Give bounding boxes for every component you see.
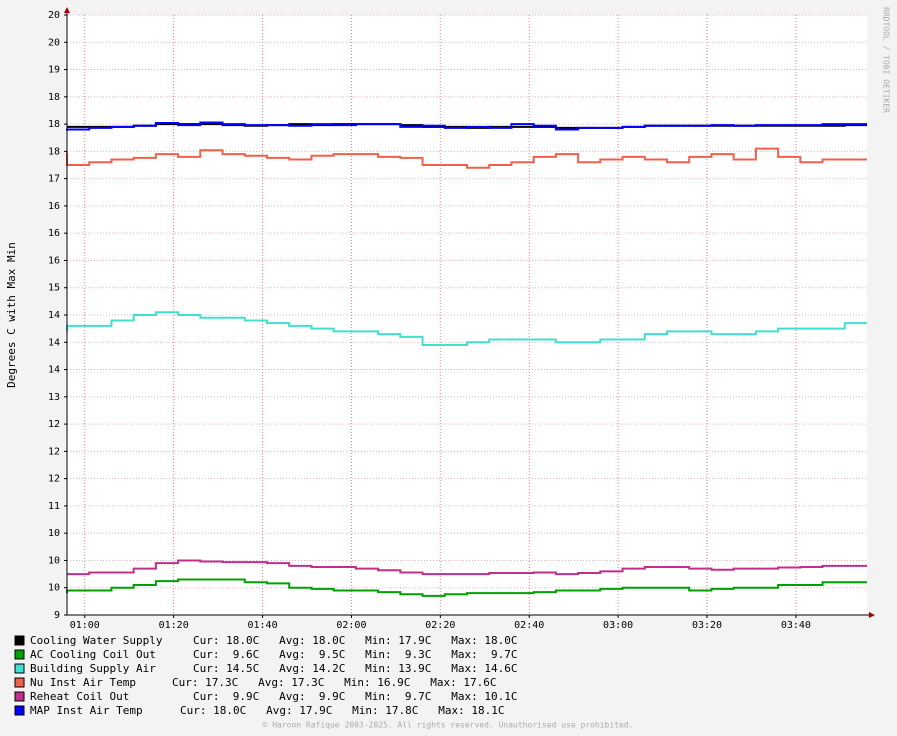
y-tick-label: 11 xyxy=(48,501,60,512)
x-tick-label: 01:20 xyxy=(159,620,189,631)
legend-label: AC Cooling Coil Out xyxy=(30,648,156,661)
legend-swatch xyxy=(14,677,25,688)
series-line xyxy=(66,121,867,131)
y-tick-label: 14 xyxy=(48,365,60,376)
x-tick-label: 03:20 xyxy=(692,620,722,631)
y-tick-label: 16 xyxy=(48,201,60,212)
legend-stats: Cur: 9.6C Avg: 9.5C Min: 9.3C Max: 9.7C xyxy=(193,648,518,661)
watermark: RRDTOOL / TOBI OETIKER xyxy=(882,7,891,113)
footer: © Haroon Rafique 2003-2025. All rights r… xyxy=(263,721,634,730)
legend-stats: Cur: 14.5C Avg: 14.2C Min: 13.9C Max: 14… xyxy=(193,662,518,675)
legend-stats: Cur: 18.0C Avg: 17.9C Min: 17.8C Max: 18… xyxy=(180,704,505,717)
legend-swatch xyxy=(14,635,25,646)
legend-stats: Cur: 9.9C Avg: 9.9C Min: 9.7C Max: 10.1C xyxy=(193,690,518,703)
grid xyxy=(67,14,867,616)
legend-stats: Cur: 17.3C Avg: 17.3C Min: 16.9C Max: 17… xyxy=(172,676,497,689)
y-tick-label: 12 xyxy=(48,446,60,457)
series-line xyxy=(66,311,867,346)
y-tick-label: 13 xyxy=(48,392,60,403)
series-line xyxy=(66,578,867,597)
x-tick-label: 02:20 xyxy=(425,620,455,631)
y-tick-label: 16 xyxy=(48,255,60,266)
axis-arrow xyxy=(869,612,875,618)
y-tick-label: 14 xyxy=(48,337,60,348)
legend-swatch xyxy=(14,705,25,716)
x-tick-label: 02:00 xyxy=(336,620,366,631)
lines xyxy=(66,121,867,597)
y-tick-label: 10 xyxy=(48,555,60,566)
y-tick-label: 18 xyxy=(48,119,60,130)
y-tick-label: 10 xyxy=(48,528,60,539)
legend-label: Building Supply Air xyxy=(30,662,156,675)
series-line xyxy=(66,147,867,169)
legend-swatch xyxy=(14,691,25,702)
legend-label: Cooling Water Supply xyxy=(30,634,163,647)
y-tick-label: 20 xyxy=(48,10,60,21)
y-tick-label: 20 xyxy=(48,37,60,48)
y-tick-label: 12 xyxy=(48,419,60,430)
y-tick-label: 10 xyxy=(48,583,60,594)
y-tick-label: 9 xyxy=(54,610,60,621)
x-tick-label: 01:40 xyxy=(248,620,278,631)
y-tick-label: 12 xyxy=(48,474,60,485)
series-line xyxy=(67,559,867,576)
legend-swatch xyxy=(14,663,25,674)
x-tick-label: 01:00 xyxy=(70,620,100,631)
y-tick-label: 16 xyxy=(48,228,60,239)
legend-label: MAP Inst Air Temp xyxy=(30,704,143,717)
y-tick-label: 17 xyxy=(48,174,60,185)
axis-arrow xyxy=(64,7,70,13)
y-tick-label: 18 xyxy=(48,92,60,103)
y-tick-label: 15 xyxy=(48,283,60,294)
y-axis-label: Degrees C with Max Min xyxy=(5,242,18,388)
y-tick-label: 18 xyxy=(48,146,60,157)
legend-swatch xyxy=(14,649,25,660)
y-tick-label: 14 xyxy=(48,310,60,321)
legend-label: Reheat Coil Out xyxy=(30,690,129,703)
x-tick-label: 02:40 xyxy=(514,620,544,631)
legend-label: Nu Inst Air Temp xyxy=(30,676,136,689)
x-tick-label: 03:40 xyxy=(781,620,811,631)
y-tick-label: 19 xyxy=(48,65,60,76)
legend-stats: Cur: 18.0C Avg: 18.0C Min: 17.9C Max: 18… xyxy=(193,634,518,647)
x-tick-label: 03:00 xyxy=(603,620,633,631)
